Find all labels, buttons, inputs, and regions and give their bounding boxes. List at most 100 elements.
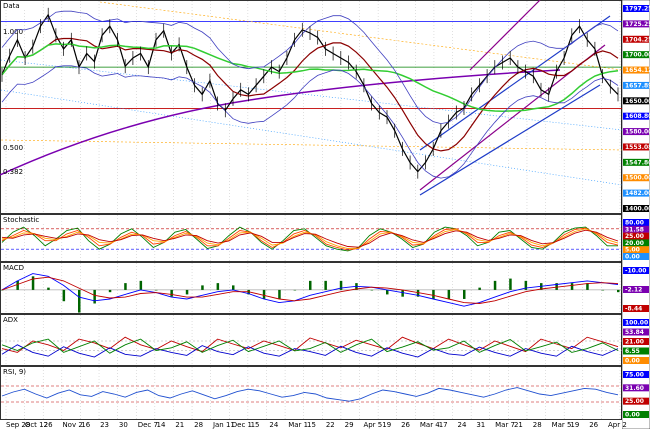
macd-hist-bar-21 <box>324 280 327 290</box>
macd-hist-bar-34 <box>524 280 528 290</box>
right-label-box-2-0 <box>623 267 649 274</box>
macd-hist-bar-12 <box>185 289 189 295</box>
macd-hist-bar-7 <box>108 289 112 293</box>
macd-hist-bar-26 <box>401 289 404 297</box>
x-tick-29: Mar 5 <box>552 421 572 429</box>
right-label-box-0-11 <box>623 174 649 182</box>
x-tick-24: 24 <box>458 421 467 429</box>
right-label-2-0: -10.00 <box>625 268 646 275</box>
x-tick-7: Dec 7 <box>138 421 158 429</box>
x-tick-20: 19 <box>382 421 391 429</box>
macd-hist-bar-31 <box>478 287 481 290</box>
moving-average-long <box>1 43 619 112</box>
macd-hist-bar-17 <box>262 289 266 299</box>
macd-hist-bar-9 <box>139 280 143 290</box>
right-label-4-1: 31.60 <box>625 385 644 392</box>
x-tick-28: 28 <box>533 421 542 429</box>
right-label-0-7: 1608.80 <box>625 113 650 120</box>
x-tick-9: 21 <box>175 421 184 429</box>
panel-frame-0 <box>0 0 622 214</box>
panel-title-bg-0 <box>1 1 27 10</box>
panel-frame-3 <box>0 314 622 366</box>
right-label-3-3: 6.55 <box>625 348 640 355</box>
right-label-box-3-3 <box>623 347 649 355</box>
right-label-box-3-1 <box>623 328 649 336</box>
right-label-box-2-1 <box>623 286 649 293</box>
panel-title-bg-4 <box>1 367 42 376</box>
moving-average-short <box>1 37 619 152</box>
right-label-0-1: 1725.25 <box>625 21 650 28</box>
right-label-4-0: 75.00 <box>625 372 644 379</box>
panel-title-bg-1 <box>1 215 57 224</box>
x-tick-14: 24 <box>269 421 278 429</box>
macd-hist-bar-19 <box>293 289 297 291</box>
channel-top <box>469 0 541 71</box>
right-label-0-6: 1650.00 <box>625 98 650 105</box>
right-label-2-1: -2.12 <box>625 287 642 294</box>
right-label-box-1-1 <box>623 225 649 233</box>
right-label-box-3-2 <box>623 338 649 345</box>
macd-hist-bar-4 <box>62 289 66 302</box>
x-tick-27: 21 <box>514 421 523 429</box>
left-label-1: 0.500 <box>3 144 23 152</box>
macd-hist-bar-25 <box>386 289 389 295</box>
macd-hist-bar-18 <box>278 289 281 299</box>
right-label-0-8: 1580.00 <box>625 129 650 136</box>
x-tick-17: 22 <box>326 421 335 429</box>
right-label-box-0-1 <box>623 20 649 28</box>
channel-lower <box>419 84 601 196</box>
right-label-4-3: 0.00 <box>625 412 640 419</box>
x-axis-strip <box>0 420 622 429</box>
panel-title-3: ADX <box>3 316 18 324</box>
x-tick-31: 26 <box>589 421 598 429</box>
right-label-0-10: 1547.80 <box>625 159 650 166</box>
right-label-box-4-3 <box>623 411 649 418</box>
macd-hist-bar-39 <box>601 289 605 291</box>
right-label-box-1-4 <box>623 246 649 254</box>
x-tick-11: Jan 11 <box>212 421 235 429</box>
macd-hist-bar-24 <box>370 289 374 291</box>
macd-hist-bar-29 <box>447 289 451 299</box>
right-label-box-4-2 <box>623 397 649 405</box>
right-label-1-1: 31.58 <box>625 226 644 233</box>
x-tick-21: 26 <box>401 421 410 429</box>
right-label-3-0: 100.00 <box>625 320 648 327</box>
panel-title-1: Stochastic <box>3 216 39 224</box>
right-axis-strip <box>621 0 650 429</box>
macd-hist-bar-28 <box>432 289 435 299</box>
macd-hist-bar-3 <box>47 287 50 290</box>
right-label-0-4: 1654.12 <box>625 67 650 74</box>
macd-hist-bar-6 <box>93 289 96 304</box>
x-tick-5: 23 <box>100 421 109 429</box>
fan-line-4 <box>0 139 623 151</box>
right-label-3-2: 21.00 <box>625 339 644 346</box>
right-label-box-3-0 <box>623 319 649 326</box>
macd-hist-bar-38 <box>586 283 589 290</box>
x-tick-4: 16 <box>81 421 90 429</box>
right-label-0-2: 1704.25 <box>625 36 650 43</box>
x-tick-13: 15 <box>251 421 260 429</box>
right-label-box-0-8 <box>623 128 649 136</box>
x-tick-25: 31 <box>476 421 485 429</box>
x-tick-2: 26 <box>44 421 53 429</box>
right-label-1-3: 20.00 <box>625 240 644 247</box>
x-tick-15: Mar 1 <box>288 421 308 429</box>
x-tick-19: Apr 5 <box>363 421 382 429</box>
right-label-3-4: 0.00 <box>625 358 640 365</box>
x-tick-3: Nov 2 <box>62 421 82 429</box>
right-label-0-5: 1657.89 <box>625 82 650 89</box>
right-label-box-4-0 <box>623 371 649 378</box>
macd-hist-bar-30 <box>463 289 466 299</box>
series-line-1-3 <box>1 229 619 248</box>
right-label-box-0-2 <box>623 35 649 43</box>
right-label-0-9: 1553.08 <box>625 144 650 151</box>
series-line-3-1 <box>1 344 619 358</box>
x-tick-1: Oct 12 <box>25 421 48 429</box>
x-tick-16: 15 <box>307 421 316 429</box>
long-trend-line <box>0 69 561 176</box>
macd-hist-bar-1 <box>16 280 19 290</box>
right-label-0-12: 1482.00 <box>625 190 650 197</box>
series-line-4-0 <box>1 387 619 402</box>
macd-hist-bar-40 <box>617 289 620 293</box>
right-label-box-1-2 <box>623 232 649 240</box>
